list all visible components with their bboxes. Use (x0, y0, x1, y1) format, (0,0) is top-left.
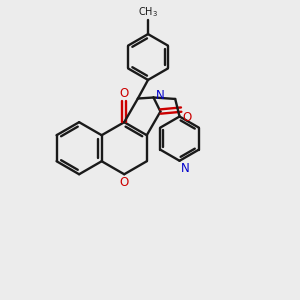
Text: O: O (120, 176, 129, 189)
Text: N: N (181, 162, 190, 175)
Text: N: N (155, 89, 164, 102)
Text: CH$_3$: CH$_3$ (138, 5, 158, 19)
Text: O: O (120, 87, 129, 100)
Text: O: O (183, 111, 192, 124)
